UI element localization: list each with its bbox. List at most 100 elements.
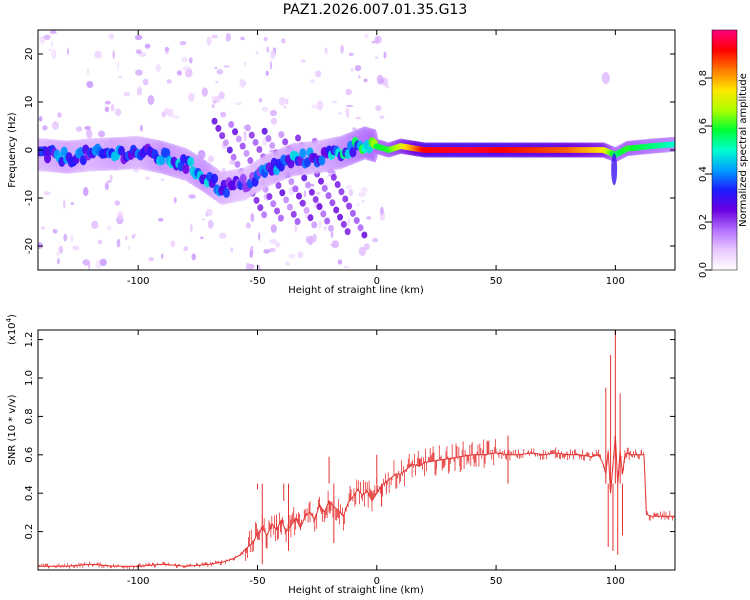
spectrogram-noise-blob: [294, 224, 298, 233]
spectrogram-streak-blob: [290, 210, 297, 218]
spectrogram-noise-blob: [223, 65, 230, 68]
spectrogram-noise-blob: [82, 259, 90, 266]
spectrogram-noise-blob: [202, 218, 205, 221]
spectrogram-noise-blob: [346, 184, 352, 190]
spectrogram-noise-blob: [104, 100, 111, 105]
spectrogram-ridge-core: [287, 158, 295, 169]
spectrogram-noise-blob: [49, 30, 57, 35]
spectrogram-noise-blob: [134, 34, 143, 41]
spectrogram-noise-blob: [330, 230, 334, 239]
spectrogram-noise-blob: [225, 32, 231, 42]
spectrogram-streak-blob: [247, 157, 254, 165]
colorbar: 0.0 0.2 0.4 0.6 0.8 Normalized spectral ampl…: [698, 29, 749, 278]
spectrogram-noise-blob: [166, 79, 172, 84]
spectrogram-noise-blob: [86, 66, 90, 75]
spectrogram-noise-blob: [147, 94, 155, 105]
spectrogram-noise-blob: [288, 253, 296, 259]
spectrogram-noise-blob: [219, 232, 227, 239]
spectrogram-noise-blob: [75, 126, 83, 132]
spectrogram-noise-blob: [145, 176, 150, 180]
spectrogram-noise-blob: [229, 160, 236, 165]
spectrogram-noise-blob: [215, 80, 219, 84]
spectrogram-xtick-label: 50: [490, 276, 503, 287]
spectrogram-noise-blob: [189, 223, 193, 233]
spectrogram-outlier-blob: [601, 72, 610, 84]
spectrogram-noise-blob: [304, 213, 308, 218]
spectrogram-streak-blob: [232, 128, 239, 136]
snr-multiplier-exponent: 4: [5, 317, 13, 322]
spectrogram-noise-blob: [107, 180, 112, 183]
snr-ticks: -100 -50 0 50 100 0.2 0.4 0.6 0.8 1.0 1.2: [24, 330, 675, 587]
spectrogram-noise-blob: [316, 100, 324, 111]
spectrogram-streak-blob: [321, 184, 328, 192]
spectrogram-noise-blob: [72, 245, 80, 251]
spectrogram-noise-blob: [269, 238, 278, 244]
colorbar-tick-label: 0.6: [698, 118, 709, 134]
spectrogram-streak-blob: [346, 202, 353, 210]
spectrogram-noise-blob: [183, 246, 189, 252]
spectrogram-noise-blob: [243, 132, 247, 142]
spectrogram-noise-blob: [172, 114, 180, 119]
spectrogram-noise-blob: [364, 33, 369, 39]
spectrogram-noise-blob: [114, 200, 121, 206]
colorbar-tick-label: 0.8: [698, 70, 709, 86]
spectrogram-noise-blob: [170, 240, 176, 248]
spectrogram-streak-blob: [294, 218, 301, 226]
spectrogram-noise-blob: [161, 253, 164, 260]
spectrogram-noise-blob: [278, 96, 286, 106]
spectrogram-noise-blob: [139, 124, 143, 132]
spectrogram-streak-blob: [301, 174, 308, 182]
spectrogram-spike: [611, 153, 618, 186]
spectrogram-streak-blob: [320, 210, 327, 218]
spectrogram-noise-blob: [131, 234, 137, 237]
spectrogram-ridge-core: [211, 173, 219, 184]
spectrogram-noise-blob: [38, 242, 43, 249]
spectrogram-marks: [38, 30, 675, 270]
spectrogram-noise-blob: [158, 217, 164, 222]
spectrogram-noise-blob: [357, 202, 360, 207]
spectrogram-noise-blob: [258, 232, 261, 241]
spectrogram-noise-blob: [116, 238, 121, 248]
spectrogram-noise-blob: [218, 91, 225, 100]
spectrogram-noise-blob: [155, 64, 161, 72]
colorbar-strip: [711, 29, 738, 271]
spectrogram-streak-blob: [361, 231, 368, 239]
spectrogram-noise-blob: [128, 245, 131, 251]
spectrogram-noise-blob: [142, 78, 149, 86]
spectrogram-noise-blob: [86, 129, 93, 139]
spectrogram-noise-blob: [314, 70, 322, 78]
spectrogram-noise-blob: [135, 69, 143, 76]
spectrogram-noise-blob: [258, 97, 263, 103]
spectrogram-noise-blob: [310, 183, 315, 187]
spectrogram-noise-blob: [43, 34, 51, 40]
spectrogram-noise-blob: [125, 235, 128, 241]
spectrogram-streak-blob: [317, 177, 324, 185]
spectrogram-noise-blob: [144, 43, 151, 49]
spectrogram-xtick-label: -50: [249, 276, 265, 287]
spectrogram-streak-blob: [248, 131, 255, 139]
colorbar-tick-label: 0.0: [698, 262, 709, 278]
spectrogram-ylabel: Frequency (Hz): [7, 112, 18, 188]
spectrogram-noise-blob: [242, 82, 247, 86]
spectrogram-streak-blob: [257, 204, 264, 212]
snr-xtick-label: 50: [490, 576, 503, 587]
spectrogram-ridge-core: [44, 153, 52, 164]
spectrogram-noise-blob: [268, 247, 276, 253]
spectrogram-noise-blob: [358, 74, 361, 79]
spectrogram-noise-blob: [315, 191, 321, 195]
spectrogram-noise-blob: [371, 40, 377, 44]
spectrogram-noise-blob: [350, 68, 354, 72]
spectrogram-noise-blob: [220, 111, 227, 118]
spectrogram-noise-blob: [324, 47, 328, 54]
spectrogram-streak-blob: [303, 206, 310, 214]
snr-xlabel: Height of straight line (km): [288, 585, 424, 596]
spectrogram-noise-blob: [117, 211, 123, 222]
spectrogram-streak-blob: [270, 200, 277, 208]
spectrogram-noise-blob: [230, 246, 234, 253]
spectrogram-streak-blob: [324, 217, 331, 225]
spectrogram-noise-blob: [41, 226, 46, 230]
snr-xtick-label: -50: [249, 576, 265, 587]
spectrogram-streak-blob: [261, 211, 268, 219]
spectrogram-streak-blob: [279, 189, 286, 197]
